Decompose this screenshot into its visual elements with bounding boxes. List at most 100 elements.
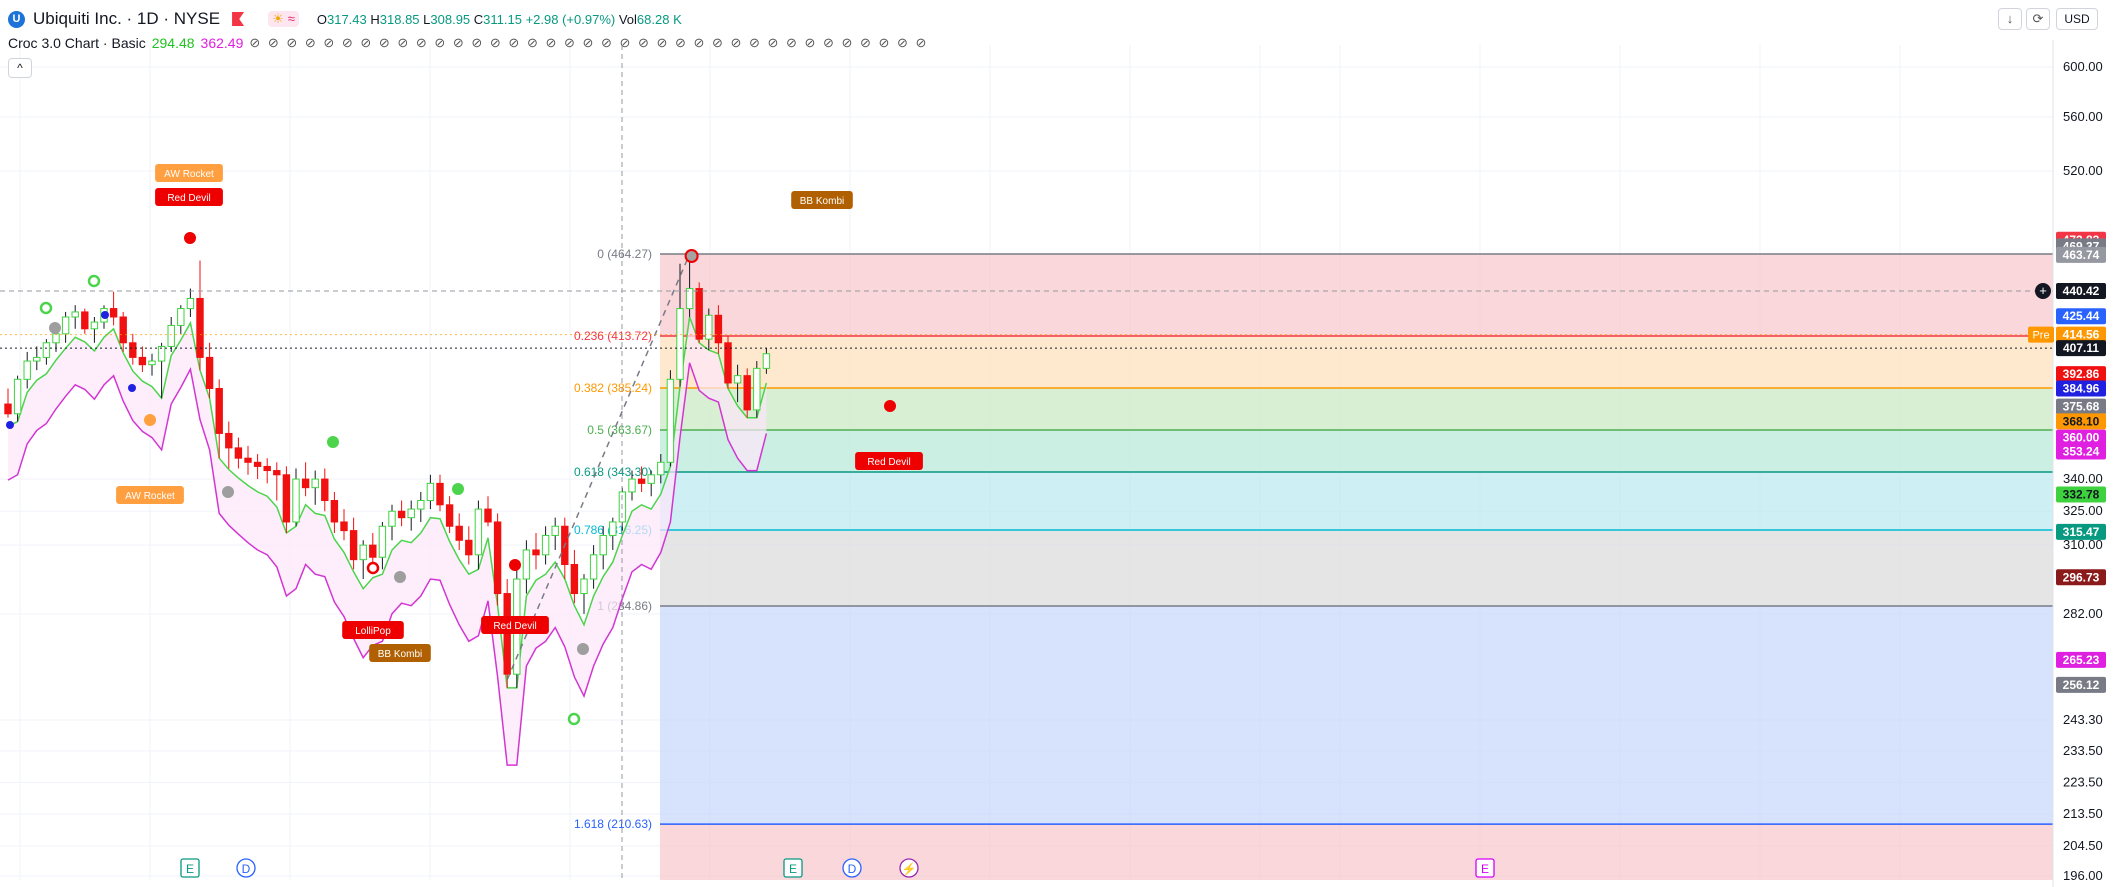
fib-label-0.618: 0.618 (343.30) [574,465,652,479]
event-marker-1: D [236,858,256,878]
candle-body-78 [753,367,761,411]
candle-body-72 [695,288,703,340]
price-label-10: 368.10 [2063,414,2100,428]
price-tick-10: 213.50 [2063,806,2103,821]
candle-body-77 [743,375,751,411]
wave-icon: ≈ [287,11,295,26]
candle-body-5 [52,333,60,344]
candle-body-60 [580,578,588,595]
open-value: 317.43 [326,11,367,27]
price-tick-2: 520.00 [2063,163,2103,178]
candle-body-12 [119,316,127,344]
candle-body-68 [657,461,665,476]
candle-body-57 [551,525,559,536]
price-label-17: 256.12 [2063,678,2100,692]
currency-button[interactable]: USD [2056,8,2098,30]
candle-body-37 [359,544,367,561]
close-value: 311.15 [483,11,522,27]
candle-body-55 [532,549,540,556]
svg-text:D: D [848,862,857,876]
event-marker-2: E [783,858,803,878]
candle-body-75 [724,342,732,384]
fib-zone-4 [660,472,2053,530]
signal-tag-3: LolliPop [355,626,391,637]
candle-body-44 [426,482,435,502]
candle-body-39 [378,525,387,558]
candle-body-18 [177,308,185,326]
price-tick-5: 310.00 [2063,537,2103,552]
crosshair-plus-glyph: + [2039,283,2047,298]
flag-icon[interactable] [232,12,245,26]
price-label-3: 440.42 [2063,284,2100,298]
signal-dot-14 [101,311,109,319]
signal-dot-12 [577,643,589,655]
signal-dot-7 [884,400,896,412]
fib-zone-6 [660,606,2053,825]
price-label-bg-5 [2056,326,2106,343]
price-tick-12: 196.00 [2063,868,2103,883]
candle-body-7 [71,311,79,318]
candle-body-22 [215,387,223,434]
candle-body-76 [733,375,742,384]
candle-body-4 [42,342,51,358]
price-label-2: 463.74 [2063,248,2100,262]
download-icon[interactable]: ↓ [1998,8,2022,30]
price-label-bg-8 [2056,380,2106,397]
candle-body-65 [628,478,636,493]
price-tick-7: 243.30 [2063,712,2103,727]
signal-dot-15 [128,384,136,392]
candle-body-35 [340,521,348,532]
price-tick-8: 233.50 [2063,743,2103,758]
candle-body-16 [157,345,166,362]
price-label-13: 332.78 [2063,488,2100,502]
candle-body-2 [23,360,31,380]
candle-body-32 [311,478,319,489]
candle-body-17 [167,324,175,347]
candle-body-23 [225,432,233,449]
price-label-9: 375.68 [2063,400,2100,414]
price-tick-0: 600.00 [2063,59,2103,74]
candle-body-40 [388,510,396,527]
candle-body-54 [522,549,531,580]
price-tick-3: 340.00 [2063,471,2103,486]
candle-body-25 [244,457,252,463]
indicator-value-1: 294.48 [151,35,195,51]
signal-tag-bg-4 [369,644,431,662]
market-status-pill[interactable]: ☀ ≈ [268,11,299,27]
price-label-bg-13 [2056,486,2106,503]
price-tick-1: 560.00 [2063,109,2103,124]
signal-tag-bg-5 [481,616,549,634]
ohlc-values: O317.43 H318.85 L308.95 C311.15 +2.98 (+… [316,11,682,27]
candle-body-43 [417,500,425,510]
indicator-name[interactable]: Croc 3.0 Chart · Basic [8,35,146,51]
fib-label-0.236: 0.236 (413.72) [574,329,652,343]
candle-body-34 [330,500,339,523]
dashed-trendline [506,253,691,680]
candle-body-36 [349,530,358,561]
price-label-bg-16 [2056,651,2106,668]
fib-label-0.382: 0.382 (385.24) [574,381,652,395]
event-marker-3: D [842,858,862,878]
signal-tag-6: BB Kombi [800,196,844,207]
signal-tag-bg-7 [855,452,923,470]
candle-body-51 [493,521,502,595]
price-label-bg-9 [2056,398,2106,415]
collapse-legend-button[interactable]: ^ [8,58,32,78]
fib-zone-0 [660,254,2053,336]
signal-dot-3 [327,436,339,448]
symbol-title[interactable]: Ubiquiti Inc. · 1D · NYSE [33,9,221,28]
signal-tag-1: Red Devil [167,193,210,204]
candle-body-73 [705,314,713,340]
candle-body-41 [397,510,406,519]
candle-body-8 [81,311,89,330]
refresh-icon[interactable]: ⟳ [2026,8,2050,30]
price-label-bg-11 [2056,429,2106,446]
fib-zone-5 [660,530,2053,606]
indicator-toggle-icons[interactable]: ⊘ ⊘ ⊘ ⊘ ⊘ ⊘ ⊘ ⊘ ⊘ ⊘ ⊘ ⊘ ⊘ ⊘ ⊘ ⊘ ⊘ ⊘ ⊘ ⊘ … [249,35,929,50]
price-label-bg-3 [2056,283,2106,299]
signal-dot-13 [366,561,380,575]
swing-high-marker [684,249,699,263]
candle-body-79 [762,353,771,369]
price-label-8: 384.96 [2063,382,2100,396]
